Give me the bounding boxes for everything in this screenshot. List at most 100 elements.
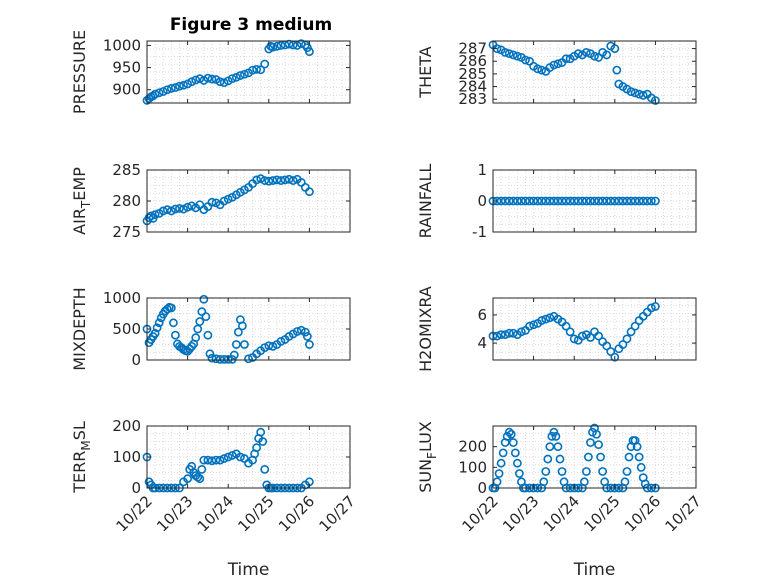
data-point: [624, 452, 634, 462]
y-tick-label: 200: [112, 417, 141, 435]
data-point: [199, 455, 209, 465]
data-point: [640, 479, 650, 489]
data-point: [223, 452, 233, 462]
data-point: [529, 196, 538, 206]
data-point: [256, 427, 266, 437]
data-point: [231, 72, 241, 82]
data-point: [219, 78, 229, 88]
data-point: [304, 340, 314, 349]
data-point: [252, 443, 262, 453]
y-tick-label: 0: [131, 479, 141, 497]
data-point: [191, 333, 201, 343]
data-point: [596, 452, 605, 462]
y-tick-label: 1: [477, 161, 487, 179]
data-point: [565, 327, 575, 337]
data-point: [504, 49, 514, 59]
data-point: [634, 452, 644, 462]
data-point: [569, 334, 579, 344]
y-axis-label: THETA: [416, 46, 435, 98]
data-point: [494, 469, 504, 478]
data-point: [626, 87, 636, 97]
data-point: [235, 452, 245, 462]
data-point: [158, 87, 168, 96]
data-point: [547, 431, 557, 441]
data-point: [561, 321, 571, 331]
data-point: [618, 340, 628, 349]
data-point: [227, 74, 237, 84]
data-point: [622, 467, 632, 476]
data-point: [525, 196, 534, 206]
data-point: [496, 196, 506, 206]
data-point: [187, 201, 197, 211]
data-point: [630, 321, 640, 331]
subplot-air_temp: 275 280 285 AIRTEMP: [70, 161, 351, 241]
data-point: [162, 85, 172, 95]
y-tick-label: 900: [112, 81, 141, 99]
data-point: [183, 202, 192, 212]
data-point: [533, 196, 543, 206]
data-point: [240, 69, 249, 79]
data-point: [201, 312, 211, 321]
data-point: [598, 196, 608, 206]
data-point: [512, 51, 522, 61]
data-point: [215, 77, 225, 87]
data-point: [525, 321, 534, 331]
data-point: [195, 474, 205, 484]
data-point: [553, 196, 563, 206]
data-point: [175, 204, 184, 213]
data-point: [238, 321, 247, 331]
data-point: [537, 65, 547, 75]
data-point: [594, 196, 603, 206]
data-point: [304, 187, 314, 197]
data-point: [561, 54, 571, 64]
y-tick-label: 4: [477, 334, 487, 352]
data-point: [622, 334, 632, 344]
data-point: [630, 196, 640, 206]
data-point: [268, 42, 278, 52]
y-tick-label: 950: [112, 59, 141, 77]
data-point: [207, 74, 217, 84]
data-point: [508, 328, 518, 338]
data-point: [626, 196, 636, 206]
data-point: [203, 455, 213, 465]
data-point: [300, 327, 310, 337]
data-point: [195, 74, 205, 84]
data-point: [276, 41, 286, 50]
data-point: [191, 75, 201, 85]
subplot-h2omixra: 4 6 H2OMIXRA: [416, 286, 697, 372]
data-point: [577, 331, 587, 341]
data-point: [602, 341, 612, 351]
data-point: [150, 328, 160, 338]
data-point: [565, 196, 575, 206]
data-point: [581, 196, 591, 206]
data-point: [260, 176, 270, 185]
x-axis-label: Time: [227, 560, 270, 580]
y-tick-label: 287: [458, 40, 487, 58]
subplot-pressure: 900 950 1000 PRESSURE: [70, 30, 351, 114]
data-point: [622, 196, 632, 206]
data-point: [573, 49, 583, 59]
data-point: [555, 454, 565, 464]
data-point: [203, 330, 213, 340]
data-point: [203, 73, 213, 83]
data-point: [514, 469, 524, 478]
data-point: [581, 467, 591, 476]
data-point: [288, 176, 298, 185]
data-point: [235, 71, 245, 80]
y-tick-label: 6: [477, 306, 487, 324]
y-axis-label: AIRTEMP: [70, 167, 93, 235]
data-point: [272, 175, 282, 185]
y-tick-label: 100: [458, 458, 487, 476]
data-point: [496, 330, 506, 340]
data-point: [154, 88, 164, 98]
data-point: [162, 205, 172, 215]
data-point: [549, 427, 559, 437]
data-point: [579, 477, 589, 487]
x-axis-label: Time: [573, 560, 616, 580]
data-point: [517, 196, 526, 206]
data-point: [569, 196, 579, 206]
data-point: [594, 440, 603, 449]
data-point: [541, 314, 551, 324]
y-tick-label: 0: [131, 351, 141, 369]
